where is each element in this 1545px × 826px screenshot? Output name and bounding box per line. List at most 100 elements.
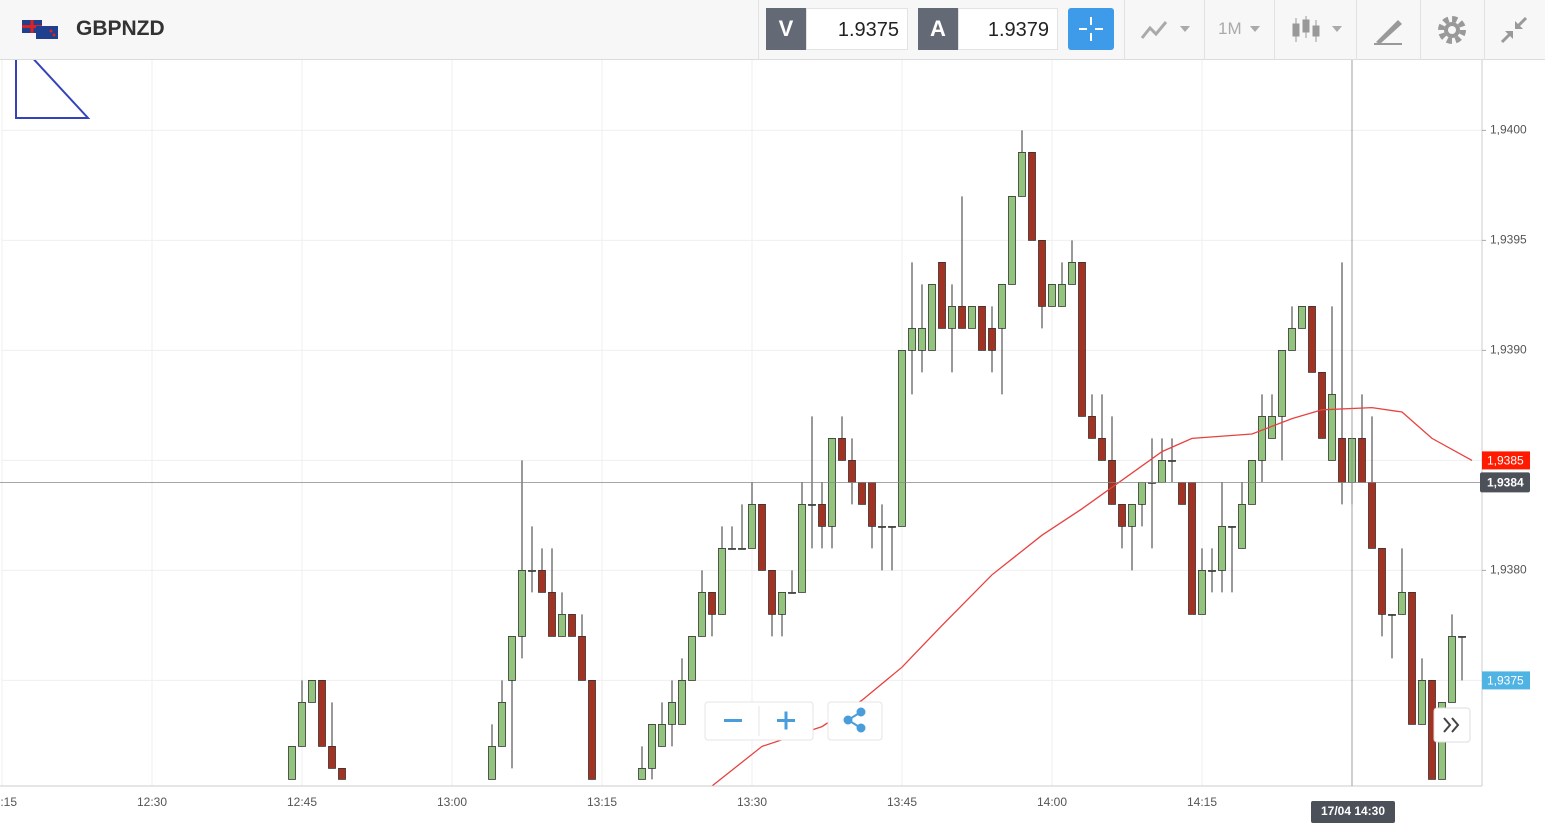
candle-body xyxy=(868,481,876,527)
candle-body xyxy=(888,526,896,528)
candle-body xyxy=(1118,503,1126,527)
x-tick-label: 13:45 xyxy=(887,795,917,809)
candle-body xyxy=(1368,481,1376,549)
indicators-button[interactable] xyxy=(1290,14,1346,46)
y-tick-label: 1,9400 xyxy=(1490,123,1527,137)
crosshair-button[interactable] xyxy=(1068,8,1114,50)
buy-label[interactable]: A xyxy=(918,8,958,50)
candle-body xyxy=(1198,570,1206,615)
x-tick-label: 13:15 xyxy=(587,795,617,809)
zoom-out-button[interactable] xyxy=(724,719,742,722)
candle-body xyxy=(308,680,316,703)
candle-body xyxy=(798,503,806,593)
candle-body xyxy=(1258,415,1266,461)
candle-body xyxy=(638,768,646,780)
candle-body xyxy=(1158,459,1166,483)
buy-price[interactable]: 1.9379 xyxy=(958,8,1058,50)
candle-body xyxy=(738,548,746,550)
crosshair-x-label: 17/04 14:30 xyxy=(1321,804,1385,818)
separator xyxy=(1124,0,1125,60)
flag-icon xyxy=(22,20,58,39)
candle-body xyxy=(718,548,726,615)
candle-body xyxy=(1078,261,1086,417)
candle-body xyxy=(928,283,936,351)
separator xyxy=(1484,0,1485,60)
candle-body xyxy=(648,724,656,769)
candle-body xyxy=(688,636,696,681)
collapse-button[interactable] xyxy=(1498,14,1530,46)
sell-label[interactable]: V xyxy=(766,8,806,50)
candle-body xyxy=(1018,151,1026,197)
toolbar: GBPNZD V 1.9375 A 1.9379 1M xyxy=(0,0,1545,60)
price-tag-label: 1,9385 xyxy=(1487,454,1524,468)
x-tick-label: 12:15 xyxy=(0,795,17,809)
candle-body xyxy=(1318,371,1326,439)
zoom-controls xyxy=(704,701,883,741)
crosshair-x-tag xyxy=(1311,801,1395,823)
scroll-right-button[interactable] xyxy=(1433,707,1471,743)
candle-body xyxy=(998,283,1006,329)
candle-body xyxy=(318,680,326,747)
separator xyxy=(1420,0,1421,60)
candle-body xyxy=(1358,437,1366,483)
timeframe-arrow[interactable] xyxy=(1248,16,1264,44)
moving-average-line xyxy=(711,406,1473,786)
candle-body xyxy=(1008,195,1016,285)
candle-body xyxy=(1278,349,1286,417)
timeframe[interactable]: 1M xyxy=(1218,19,1242,38)
candle-body xyxy=(1408,592,1416,725)
separator xyxy=(1356,0,1357,60)
zoom-in-button[interactable] xyxy=(777,711,795,730)
separator xyxy=(758,0,759,60)
candle-body xyxy=(668,702,676,725)
y-tick-label: 1,9380 xyxy=(1490,563,1527,577)
candle-body xyxy=(488,746,496,780)
candle-body xyxy=(1168,459,1176,462)
candle-body xyxy=(938,261,946,329)
candle-body xyxy=(1458,636,1466,638)
candle-body xyxy=(778,592,786,615)
share-panel[interactable] xyxy=(827,701,883,741)
settings-button[interactable] xyxy=(1436,14,1468,46)
candle-body xyxy=(968,305,976,329)
candle-body xyxy=(548,592,556,637)
candle-body xyxy=(958,305,966,329)
share-icon[interactable] xyxy=(843,707,866,733)
candle-body xyxy=(528,570,536,572)
candle-body xyxy=(588,680,596,780)
candle-body xyxy=(1128,503,1136,527)
x-tick-label: 14:00 xyxy=(1037,795,1067,809)
candle-body xyxy=(508,636,516,681)
candle-body xyxy=(578,636,586,681)
candle-body xyxy=(1448,636,1456,703)
candle-body xyxy=(1398,592,1406,615)
candle-body xyxy=(848,459,856,483)
candle-body xyxy=(818,503,826,527)
candle-body xyxy=(1288,327,1296,351)
candle-body xyxy=(1138,481,1146,505)
candle-body xyxy=(758,503,766,571)
candle-body xyxy=(568,614,576,637)
candle-body xyxy=(1218,526,1226,571)
candle-body xyxy=(1388,614,1396,616)
drawn-triangle[interactable] xyxy=(15,60,91,119)
candle-body xyxy=(558,614,566,637)
candle-body xyxy=(878,526,886,528)
candle-body xyxy=(1048,283,1056,307)
sell-price[interactable]: 1.9375 xyxy=(806,8,908,50)
draw-button[interactable] xyxy=(1372,14,1404,46)
candle-body xyxy=(678,680,686,725)
candle-body xyxy=(518,570,526,637)
chart-type-button[interactable] xyxy=(1138,16,1194,44)
x-tick-label: 13:00 xyxy=(437,795,467,809)
candle-body xyxy=(1338,437,1346,483)
price-tag-label: 1,9375 xyxy=(1487,674,1524,688)
candle-body xyxy=(538,570,546,593)
candle-body xyxy=(1378,548,1386,615)
candle-body xyxy=(978,305,986,351)
candle-body xyxy=(988,327,996,351)
x-tick-label: 12:30 xyxy=(137,795,167,809)
price-tag xyxy=(1482,671,1530,690)
x-tick-label: 12:45 xyxy=(287,795,317,809)
